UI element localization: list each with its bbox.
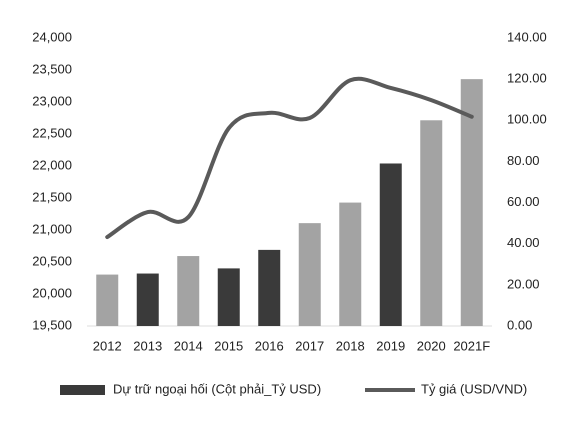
x-tick-label: 2016 [255,338,284,353]
x-tick-label: 2015 [214,338,243,353]
bar [420,120,443,327]
x-tick-label: 2021F [453,338,490,353]
x-tick-label: 2018 [336,338,365,353]
bar [136,273,159,326]
y-tick-label: 19,500 [32,317,72,332]
x-tick-label: 2017 [295,338,324,353]
bar [177,256,200,326]
y-tick-label: 22,000 [32,157,72,172]
y-tick-label: 20,000 [32,285,72,300]
y-tick-label: 22,500 [32,125,72,140]
y2-tick-label: 0.00 [507,317,532,332]
y2-tick-label: 140.00 [507,29,547,44]
y-tick-label: 20,500 [32,253,72,268]
x-tick-label: 2013 [133,338,162,353]
y2-tick-label: 60.00 [507,194,540,209]
line [105,76,474,240]
y-tick-label: 23,000 [32,93,72,108]
bar [379,163,402,326]
x-tick-label: 2014 [174,338,203,353]
bar [217,268,240,326]
bar [339,202,362,326]
y-tick-label: 21,500 [32,189,72,204]
bar [96,274,119,326]
y-tick-label: 23,500 [32,61,72,76]
x-tick-label: 2012 [93,338,122,353]
legend-label: Tỷ giá (USD/VND) [421,381,527,396]
y2-tick-label: 80.00 [507,153,540,168]
bar [460,79,483,327]
y2-tick-label: 20.00 [507,276,540,291]
legend-label: Dự trữ ngoại hối (Cột phải_Tỷ USD) [113,381,321,396]
legend-swatch [60,385,105,395]
y2-tick-label: 40.00 [507,235,540,250]
x-tick-label: 2020 [417,338,446,353]
y2-tick-label: 120.00 [507,71,547,86]
y-tick-label: 24,000 [32,29,72,44]
x-tick-label: 2019 [376,338,405,353]
bar [258,249,281,326]
y-tick-label: 21,000 [32,221,72,236]
y2-tick-label: 100.00 [507,112,547,127]
bar [298,223,321,326]
